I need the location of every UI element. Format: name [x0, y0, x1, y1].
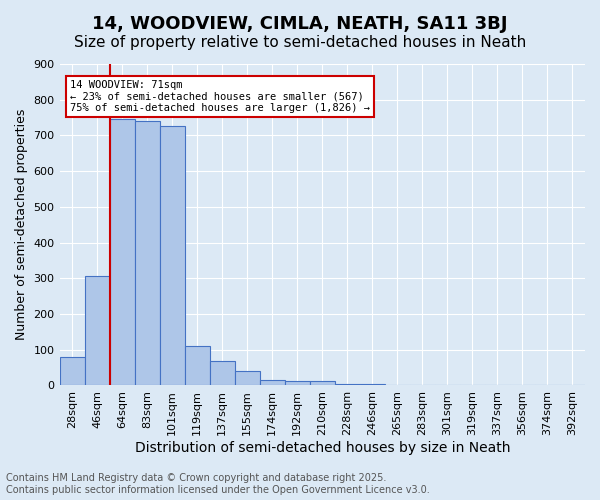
Bar [85, 276, 110, 386]
X-axis label: Distribution of semi-detached houses by size in Neath: Distribution of semi-detached houses by … [134, 441, 510, 455]
Bar [185, 346, 209, 386]
Text: Contains HM Land Registry data © Crown copyright and database right 2025.
Contai: Contains HM Land Registry data © Crown c… [6, 474, 430, 495]
Bar [360, 384, 385, 386]
Bar [285, 381, 310, 386]
Bar [59, 357, 85, 386]
Text: 14, WOODVIEW, CIMLA, NEATH, SA11 3BJ: 14, WOODVIEW, CIMLA, NEATH, SA11 3BJ [92, 15, 508, 33]
Bar [310, 381, 335, 386]
Bar [335, 384, 360, 386]
Text: 14 WOODVIEW: 71sqm
← 23% of semi-detached houses are smaller (567)
75% of semi-d: 14 WOODVIEW: 71sqm ← 23% of semi-detache… [70, 80, 370, 114]
Bar [209, 361, 235, 386]
Bar [260, 380, 285, 386]
Bar [110, 120, 134, 386]
Text: Size of property relative to semi-detached houses in Neath: Size of property relative to semi-detach… [74, 35, 526, 50]
Y-axis label: Number of semi-detached properties: Number of semi-detached properties [15, 109, 28, 340]
Bar [160, 126, 185, 386]
Bar [134, 121, 160, 386]
Bar [235, 371, 260, 386]
